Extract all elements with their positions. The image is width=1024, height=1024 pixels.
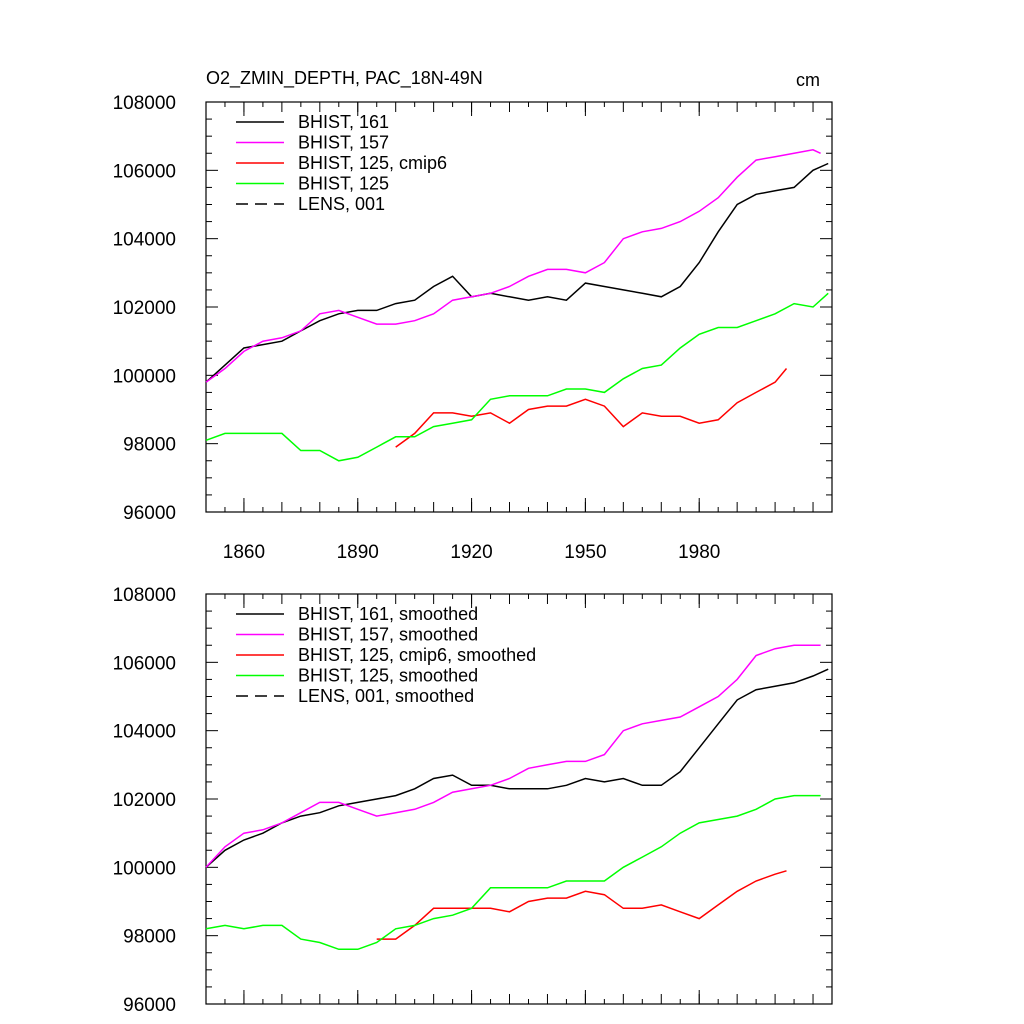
bottom-panel: 96000 98000 100000 102000 104000 106000 108000… [113,585,833,1016]
legend-label: BHIST, 125, cmip6 [298,153,447,173]
y-tick-label: 98000 [123,927,176,948]
y-tick-label: 108000 [113,585,176,606]
y-tick-label: 100000 [113,366,176,387]
y-tick-label: 104000 [113,230,176,251]
x-tick-label: 1980 [678,542,720,563]
series-line-1 [205,644,821,868]
series-line-0 [205,162,829,383]
legend-label: BHIST, 157, smoothed [298,625,478,645]
figure-title: O2_ZMIN_DEPTH, PAC_18N-49N [206,68,483,89]
x-tick-label: 1860 [223,542,265,563]
y-tick-label: 102000 [113,298,176,319]
y-tick-label: 106000 [113,161,176,182]
y-tick-label: 108000 [113,93,176,114]
x-tick-label: 1920 [450,542,492,563]
series-line-3 [205,794,821,951]
y-tick-label: 106000 [113,653,176,674]
y-tick-label: 98000 [123,435,176,456]
legend-label: LENS, 001 [298,194,385,214]
series-line-0 [205,668,829,868]
y-tick-label: 96000 [123,503,176,524]
series-line-3 [205,292,829,462]
legend-label: BHIST, 161, smoothed [298,604,478,624]
legend-label: BHIST, 125 [298,174,389,194]
top-panel: 1860 1890 1920 1950 1980 96000 98000 100000 1020… [113,93,833,563]
series-line-2 [376,870,787,940]
y-tick-label: 96000 [123,995,176,1016]
series-line-2 [395,368,788,448]
legend-label: BHIST, 125, smoothed [298,666,478,686]
series-line-1 [205,149,821,383]
legend-label: BHIST, 157 [298,133,389,153]
y-tick-label: 100000 [113,858,176,879]
x-tick-label: 1890 [337,542,379,563]
units-label: cm [796,70,820,90]
y-tick-label: 102000 [113,790,176,811]
y-tick-label: 104000 [113,722,176,743]
legend-label: BHIST, 161 [298,112,389,132]
legend-label: BHIST, 125, cmip6, smoothed [298,645,536,665]
x-tick-label: 1950 [564,542,606,563]
legend-label: LENS, 001, smoothed [298,686,474,706]
